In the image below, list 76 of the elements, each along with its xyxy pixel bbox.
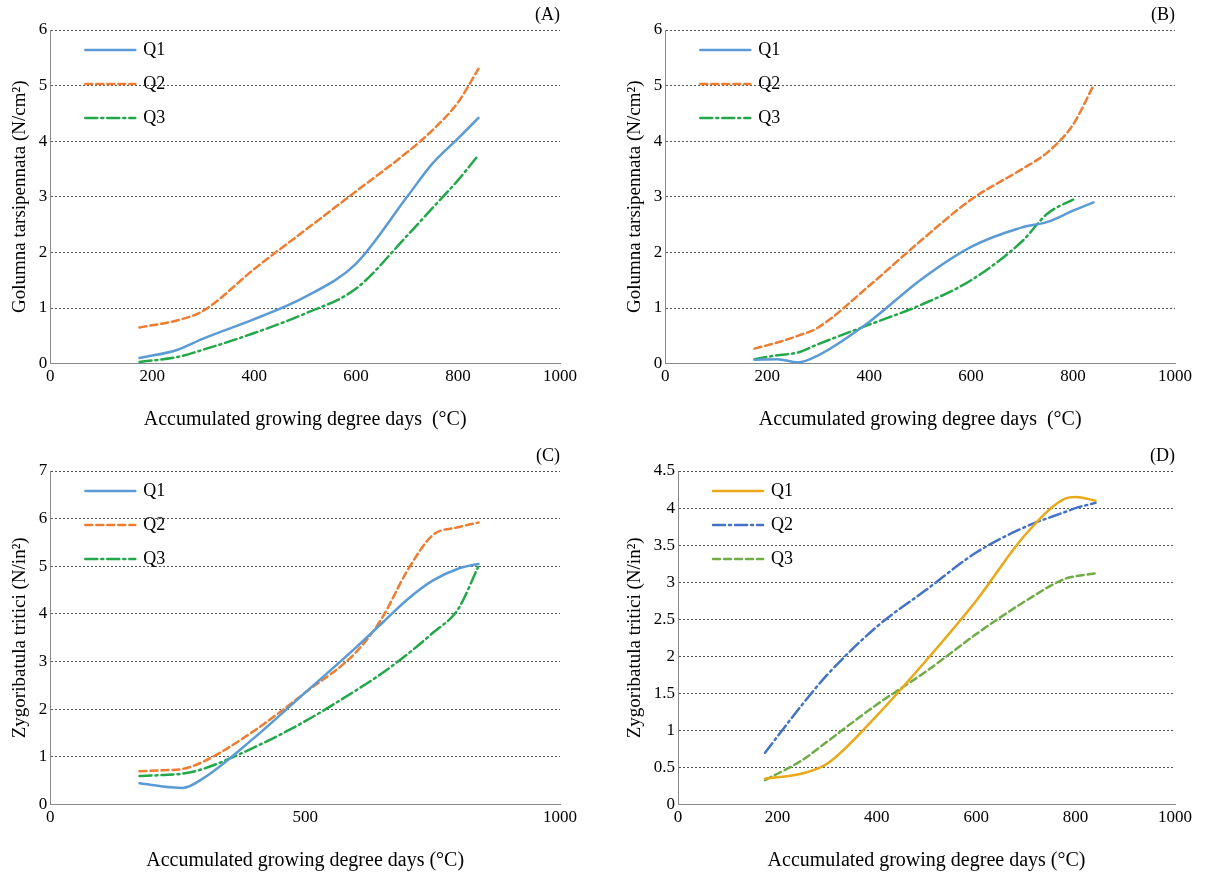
y-tick-label: 6	[38, 19, 48, 39]
x-tick-label: 1000	[543, 366, 577, 386]
y-tick-label: 2.5	[653, 608, 676, 628]
legend-label: Q1	[758, 38, 781, 59]
y-tick-label: 5	[38, 555, 48, 575]
y-tick-label: 3	[666, 571, 676, 591]
text: (B)	[1151, 3, 1175, 25]
x-axis-title: Accumulated growing degree days (°C)	[758, 407, 1082, 431]
x-tick-label: 1000	[1158, 366, 1192, 386]
y-axis-title: Zygoribatula tritici (N/in²)	[8, 537, 31, 739]
y-tick-label: 3	[653, 186, 663, 206]
y-tick-label: 4	[653, 130, 663, 150]
legend-label: Q3	[758, 106, 781, 127]
y-tick-label: 6	[38, 508, 48, 528]
y-tick-label: 3	[38, 186, 48, 206]
y-tick-label: 2	[38, 241, 48, 261]
y-tick-label: 5	[653, 75, 663, 95]
legend-label: Q1	[143, 479, 166, 500]
legend-label: Q2	[143, 513, 166, 534]
x-axis-title: Accumulated growing degree days (°C)	[143, 407, 467, 431]
x-tick-label: 500	[292, 807, 318, 827]
y-tick-label: 4	[38, 130, 48, 150]
y-tick-label: 0	[38, 794, 48, 814]
x-tick-label: 200	[764, 807, 791, 827]
y-tick-label: 2	[653, 241, 663, 261]
legend-label: Q3	[771, 547, 794, 568]
legend-label: Q3	[143, 547, 166, 568]
y-tick-label: 1.5	[653, 682, 676, 702]
legend-label: Q1	[771, 479, 794, 500]
y-tick-label: 2	[38, 698, 48, 718]
line-series	[138, 153, 480, 364]
y-tick-label: 4	[38, 603, 48, 623]
x-tick-label: 600	[958, 366, 984, 386]
legend-label: Q2	[771, 513, 794, 534]
y-axis-title: Zygoribatula tritici (N/in²)	[623, 537, 646, 739]
y-tick-label: 0	[666, 794, 676, 814]
x-tick-label: 600	[343, 366, 369, 386]
x-axis-title: Accumulated growing degree days (°C)	[146, 848, 465, 872]
y-tick-label: 0.5	[653, 757, 676, 776]
y-tick-label: 6	[653, 19, 663, 39]
y-tick-label: 0	[653, 353, 663, 373]
x-tick-label: 1000	[543, 807, 577, 827]
x-tick-label: 200	[754, 366, 780, 386]
x-tick-label: 200	[139, 366, 165, 386]
x-tick-label: 800	[1060, 366, 1086, 386]
y-axis-title: Golumna tarsipennata (N/cm²)	[623, 80, 646, 314]
y-tick-label: 7	[38, 460, 48, 480]
y-tick-label: 3.5	[653, 534, 676, 554]
y-tick-label: 1	[666, 719, 676, 739]
y-tick-label: 1	[653, 297, 663, 317]
x-tick-label: 400	[241, 366, 267, 386]
text: (A)	[535, 3, 560, 25]
x-tick-label: 400	[856, 366, 882, 386]
x-axis-title: Accumulated growing degree days (°C)	[767, 848, 1086, 872]
y-tick-label: 4.5	[653, 460, 676, 480]
x-tick-label: 600	[963, 807, 989, 827]
x-tick-label: 800	[445, 366, 471, 386]
legend-label: Q1	[143, 38, 166, 59]
y-axis-title: Golumna tarsipennata (N/cm²)	[8, 80, 31, 314]
y-tick-label: 5	[38, 75, 48, 95]
text: (D)	[1150, 444, 1175, 466]
x-tick-label: 800	[1062, 807, 1089, 827]
legend-label: Q2	[143, 72, 166, 93]
y-tick-label: 1	[38, 746, 48, 766]
y-tick-label: 0	[38, 353, 48, 373]
x-tick-label: 400	[864, 807, 890, 827]
line-series	[763, 572, 1097, 782]
line-series	[138, 67, 480, 329]
y-tick-label: 3	[38, 651, 48, 671]
y-tick-label: 2	[666, 645, 676, 665]
x-tick-label: 1000	[1158, 807, 1192, 827]
legend-label: Q2	[758, 72, 781, 93]
legend-label: Q3	[143, 106, 166, 127]
text: (C)	[536, 444, 560, 466]
y-tick-label: 1	[38, 297, 48, 317]
y-tick-label: 4	[666, 497, 676, 517]
